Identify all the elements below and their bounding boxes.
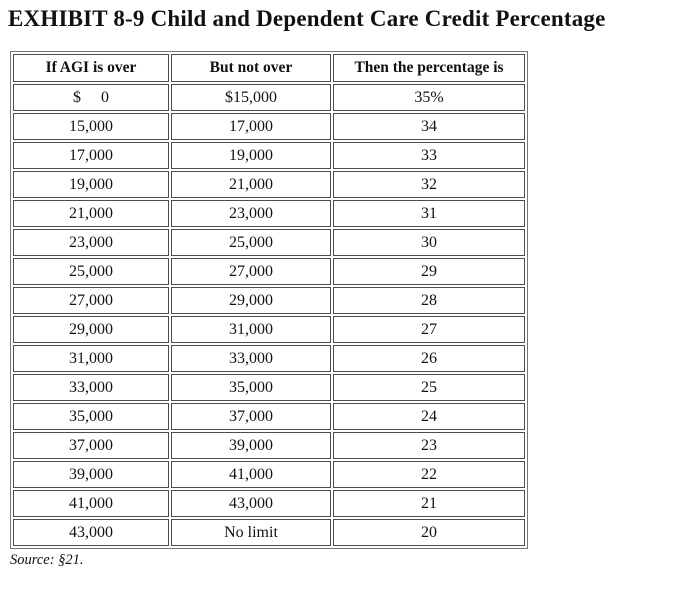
table-cell: 15,000 <box>13 113 169 140</box>
table-cell: $15,000 <box>171 84 331 111</box>
table-cell: 30 <box>333 229 525 256</box>
table-cell: 28 <box>333 287 525 314</box>
table-cell: 37,000 <box>13 432 169 459</box>
table-row: 41,000 43,000 21 <box>13 490 525 517</box>
source-note: Source: §21. <box>10 552 84 568</box>
table-cell: 21,000 <box>171 171 331 198</box>
table-cell: $ 0 <box>13 84 169 111</box>
table-row: 27,000 29,000 28 <box>13 287 525 314</box>
table-cell: 29 <box>333 258 525 285</box>
table-cell: 39,000 <box>13 461 169 488</box>
table-cell: 19,000 <box>171 142 331 169</box>
table-cell: 32 <box>333 171 525 198</box>
table-cell: 39,000 <box>171 432 331 459</box>
col-header-agi-over: If AGI is over <box>13 54 169 82</box>
col-header-percentage: Then the percentage is <box>333 54 525 82</box>
table-cell: 25,000 <box>13 258 169 285</box>
table-cell: 33,000 <box>171 345 331 372</box>
table-cell: 29,000 <box>171 287 331 314</box>
table-row: 15,000 17,000 34 <box>13 113 525 140</box>
table-body: $ 0 $15,000 35% 15,000 17,000 34 17,000 19,000 3… <box>13 84 525 546</box>
table-row: 39,000 41,000 22 <box>13 461 525 488</box>
table-row: 21,000 23,000 31 <box>13 200 525 227</box>
table-cell: 34 <box>333 113 525 140</box>
table-cell: 35,000 <box>171 374 331 401</box>
table-cell: 43,000 <box>13 519 169 546</box>
page-title: EXHIBIT 8-9 Child and Dependent Care Cre… <box>8 6 606 31</box>
table-cell: 20 <box>333 519 525 546</box>
table-cell: 41,000 <box>13 490 169 517</box>
table-cell: 31,000 <box>171 316 331 343</box>
table-row: $ 0 $15,000 35% <box>13 84 525 111</box>
table-cell: 33,000 <box>13 374 169 401</box>
table-row: 25,000 27,000 29 <box>13 258 525 285</box>
table-cell: 43,000 <box>171 490 331 517</box>
table-row: 33,000 35,000 25 <box>13 374 525 401</box>
table-row: 43,000 No limit 20 <box>13 519 525 546</box>
table-header-row: If AGI is over But not over Then the per… <box>13 54 525 82</box>
table-cell: 27,000 <box>13 287 169 314</box>
table-cell: 27 <box>333 316 525 343</box>
table-header: If AGI is over But not over Then the per… <box>13 54 525 82</box>
table-cell: No limit <box>171 519 331 546</box>
table-cell: 17,000 <box>171 113 331 140</box>
table-cell: 27,000 <box>171 258 331 285</box>
table-row: 37,000 39,000 23 <box>13 432 525 459</box>
credit-percentage-table: If AGI is over But not over Then the per… <box>10 51 528 549</box>
table-row: 29,000 31,000 27 <box>13 316 525 343</box>
table-cell: 21 <box>333 490 525 517</box>
table-cell: 35,000 <box>13 403 169 430</box>
table-cell: 23,000 <box>171 200 331 227</box>
table-row: 35,000 37,000 24 <box>13 403 525 430</box>
table-cell: 29,000 <box>13 316 169 343</box>
table-cell: 26 <box>333 345 525 372</box>
table-cell: 35% <box>333 84 525 111</box>
table-row: 23,000 25,000 30 <box>13 229 525 256</box>
col-header-but-not-over: But not over <box>171 54 331 82</box>
table-cell: 33 <box>333 142 525 169</box>
exhibit-page: EXHIBIT 8-9 Child and Dependent Care Cre… <box>8 6 606 568</box>
table-cell: 17,000 <box>13 142 169 169</box>
table-row: 19,000 21,000 32 <box>13 171 525 198</box>
table-cell: 23,000 <box>13 229 169 256</box>
table-cell: 21,000 <box>13 200 169 227</box>
table-cell: 41,000 <box>171 461 331 488</box>
table-cell: 24 <box>333 403 525 430</box>
table-row: 31,000 33,000 26 <box>13 345 525 372</box>
table-cell: 25 <box>333 374 525 401</box>
table-cell: 37,000 <box>171 403 331 430</box>
table-row: 17,000 19,000 33 <box>13 142 525 169</box>
table-cell: 19,000 <box>13 171 169 198</box>
table-cell: 31 <box>333 200 525 227</box>
table-cell: 25,000 <box>171 229 331 256</box>
table-cell: 22 <box>333 461 525 488</box>
table-cell: 23 <box>333 432 525 459</box>
table-cell: 31,000 <box>13 345 169 372</box>
